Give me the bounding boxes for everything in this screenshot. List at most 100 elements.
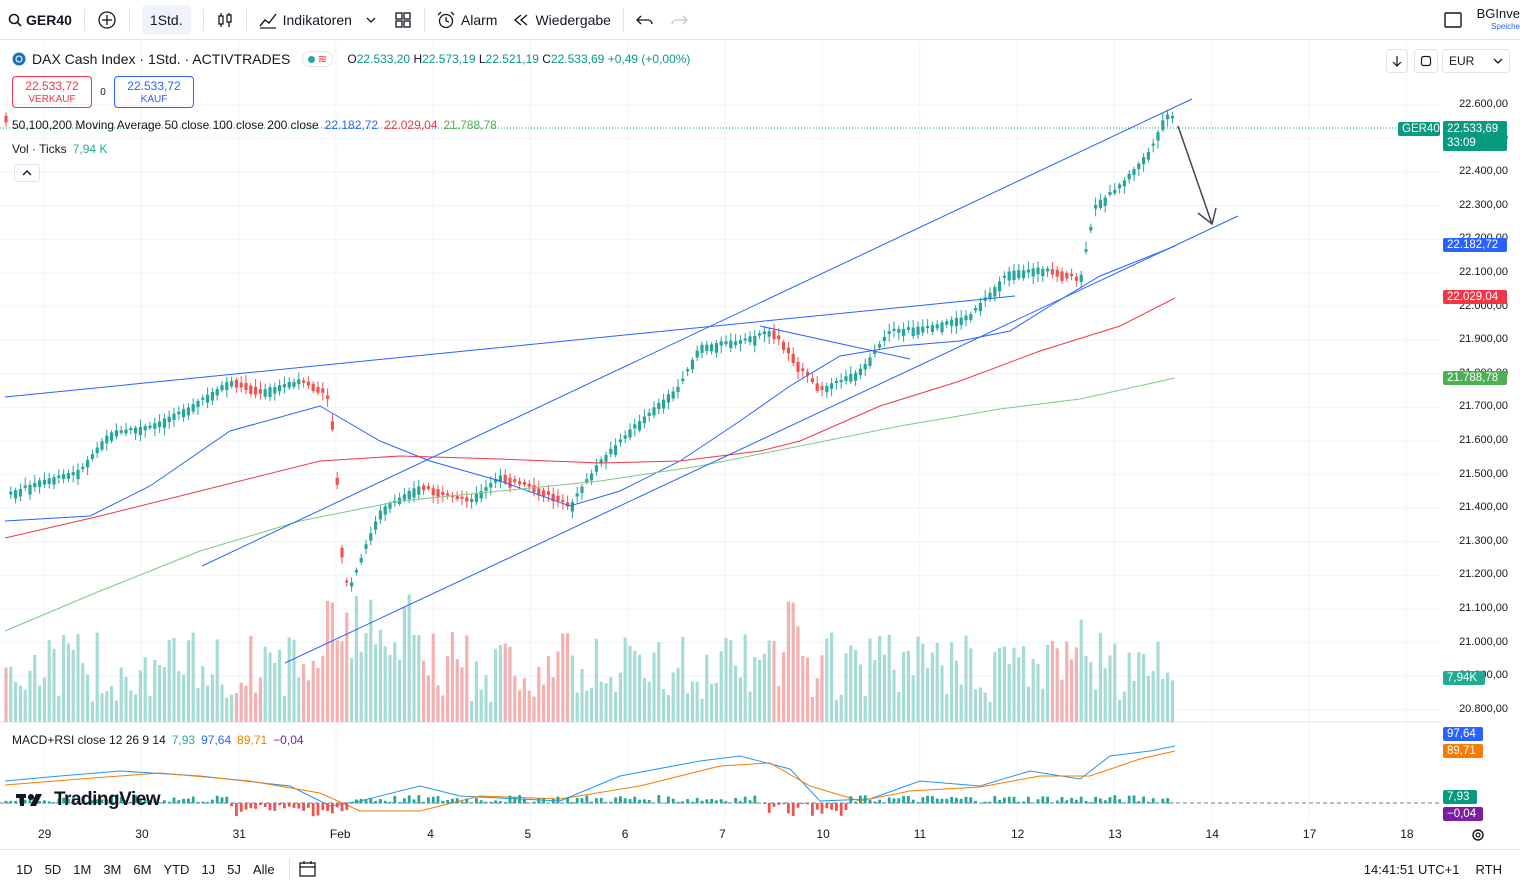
macd-histogram-bar [1089, 802, 1093, 804]
replay-button[interactable]: Wiedergabe [505, 4, 619, 36]
macd-histogram-bar [182, 798, 185, 804]
macd-histogram-bar [1022, 801, 1025, 804]
macd-histogram-bar [585, 795, 589, 804]
volume-bar [249, 635, 253, 722]
volume-bar [590, 687, 594, 722]
timeframe-button[interactable]: YTD [163, 861, 190, 877]
candle-body [834, 380, 838, 384]
timeframe-button[interactable]: Alle [252, 861, 275, 877]
volume-bar [1142, 653, 1146, 722]
tradingview-watermark[interactable]: TradingView [16, 789, 161, 811]
macd-histogram-bar [748, 800, 752, 804]
macd-histogram-bar [129, 801, 133, 804]
volume-bar [210, 674, 214, 722]
symbol-search[interactable]: GER40 [0, 4, 80, 36]
market-status[interactable]: ≋ [302, 51, 334, 67]
macd-histogram-bar [230, 803, 233, 807]
bottom-toolbar: 1D 5D 1M 3M 6M YTD 1J 5J Alle 14:41:51 UTC+1 RTH [0, 849, 1520, 888]
candle-body [570, 502, 574, 512]
macd-histogram-bar [475, 797, 478, 804]
layouts-button[interactable] [386, 4, 420, 36]
macd-histogram-bar [1036, 799, 1040, 804]
chart-type-button[interactable] [208, 4, 242, 36]
volume-bar [182, 674, 186, 722]
volume-bar [335, 640, 339, 722]
candle-body [772, 330, 776, 340]
timeframe-button[interactable]: 5J [227, 861, 241, 877]
candle-body [1041, 268, 1045, 277]
reset-scale-button[interactable] [1414, 49, 1438, 73]
tradingview-logo-icon [16, 794, 42, 806]
fullscreen-icon[interactable] [1443, 10, 1463, 30]
candle-body [268, 387, 272, 397]
l-value: 22.521,19 [485, 52, 539, 66]
candle-body [81, 466, 85, 469]
macd-histogram-bar [1012, 796, 1016, 804]
volume-bar [258, 677, 262, 722]
macd-histogram-bar [211, 799, 214, 804]
volume-bar [186, 640, 190, 722]
download-button[interactable] [1386, 49, 1408, 73]
volume-bar [489, 701, 493, 722]
macd-histogram-bar [292, 803, 296, 808]
compare-button[interactable] [89, 4, 125, 36]
macd-histogram-bar [244, 803, 248, 810]
candle-body [1089, 226, 1093, 231]
chart-area[interactable]: DAX Cash Index · 1Std. · ACTIVTRADES ≋ O… [0, 41, 1520, 847]
macd-histogram-bar [71, 798, 75, 804]
candle-body [263, 389, 267, 397]
timeframe-button[interactable]: 5D [44, 861, 62, 877]
timeframe-button[interactable]: 1D [16, 861, 33, 877]
volume-bar [1031, 658, 1035, 722]
volume-bar [810, 697, 814, 722]
timeframe-button[interactable]: 1M [73, 861, 92, 877]
candle-body [498, 475, 502, 483]
macd-histogram-bar [1007, 796, 1011, 804]
buy-label: KAUF [140, 94, 168, 105]
candle-body [470, 499, 474, 503]
date-range-calendar-icon[interactable] [298, 859, 318, 879]
macd-histogram-bar [124, 800, 128, 804]
legend-vol[interactable]: Vol · Ticks 7,94 K [12, 142, 107, 156]
macd-histogram-bar [254, 803, 257, 809]
legend-macd[interactable]: MACD+RSI close 12 26 9 14 7,93 97,64 89,… [12, 733, 304, 747]
macd-histogram-bar [1046, 796, 1049, 804]
macd-histogram-bar [67, 798, 70, 804]
macd-histogram-bar [139, 799, 142, 804]
macd-histogram-bar [508, 795, 512, 804]
interval-button[interactable]: 1Std. [141, 4, 191, 35]
undo-button[interactable] [628, 4, 662, 36]
volume-bar [734, 665, 738, 722]
macd-histogram-bar [158, 802, 161, 804]
currency-select[interactable]: EUR [1442, 49, 1510, 73]
settings-gear-icon[interactable] [1470, 827, 1486, 843]
chart-canvas[interactable] [0, 41, 1520, 847]
time-axis-label: 11 [913, 827, 927, 841]
macd-histogram-bar [1084, 800, 1088, 804]
macd-histogram-bar [715, 800, 718, 804]
account-name[interactable]: BGInve Speiche [1477, 7, 1520, 33]
countdown: 33:09 [1447, 137, 1476, 149]
volume-bar [18, 685, 22, 722]
alert-button[interactable]: Alarm [429, 4, 506, 36]
buy-button[interactable]: 22.533,72 KAUF [114, 76, 194, 108]
sell-button[interactable]: 22.533,72 VERKAUF [12, 76, 92, 108]
macd-histogram-bar [105, 799, 109, 804]
redo-button[interactable] [662, 4, 696, 36]
session-toggle[interactable]: RTH [1475, 861, 1502, 877]
volume-bar [422, 660, 426, 722]
legend-ma[interactable]: 50,100,200 Moving Average 50 close 100 c… [12, 118, 497, 132]
collapse-legend-button[interactable] [14, 164, 40, 182]
timeframe-button[interactable]: 1J [201, 861, 216, 877]
macd-histogram-bar [465, 798, 469, 804]
candle-body [350, 582, 354, 587]
timeframe-button[interactable]: 3M [103, 861, 122, 877]
clock[interactable]: 14:41:51 UTC+1 [1363, 861, 1460, 877]
indicators-button[interactable]: Indikatoren [251, 4, 386, 36]
macd-histogram-bar [1017, 801, 1021, 804]
price-axis-label: 21.300,00 [1459, 534, 1508, 547]
volume-bar [1103, 668, 1107, 722]
timeframe-button[interactable]: 6M [133, 861, 152, 877]
volume-bar [1079, 619, 1083, 722]
candle-body [326, 395, 330, 399]
